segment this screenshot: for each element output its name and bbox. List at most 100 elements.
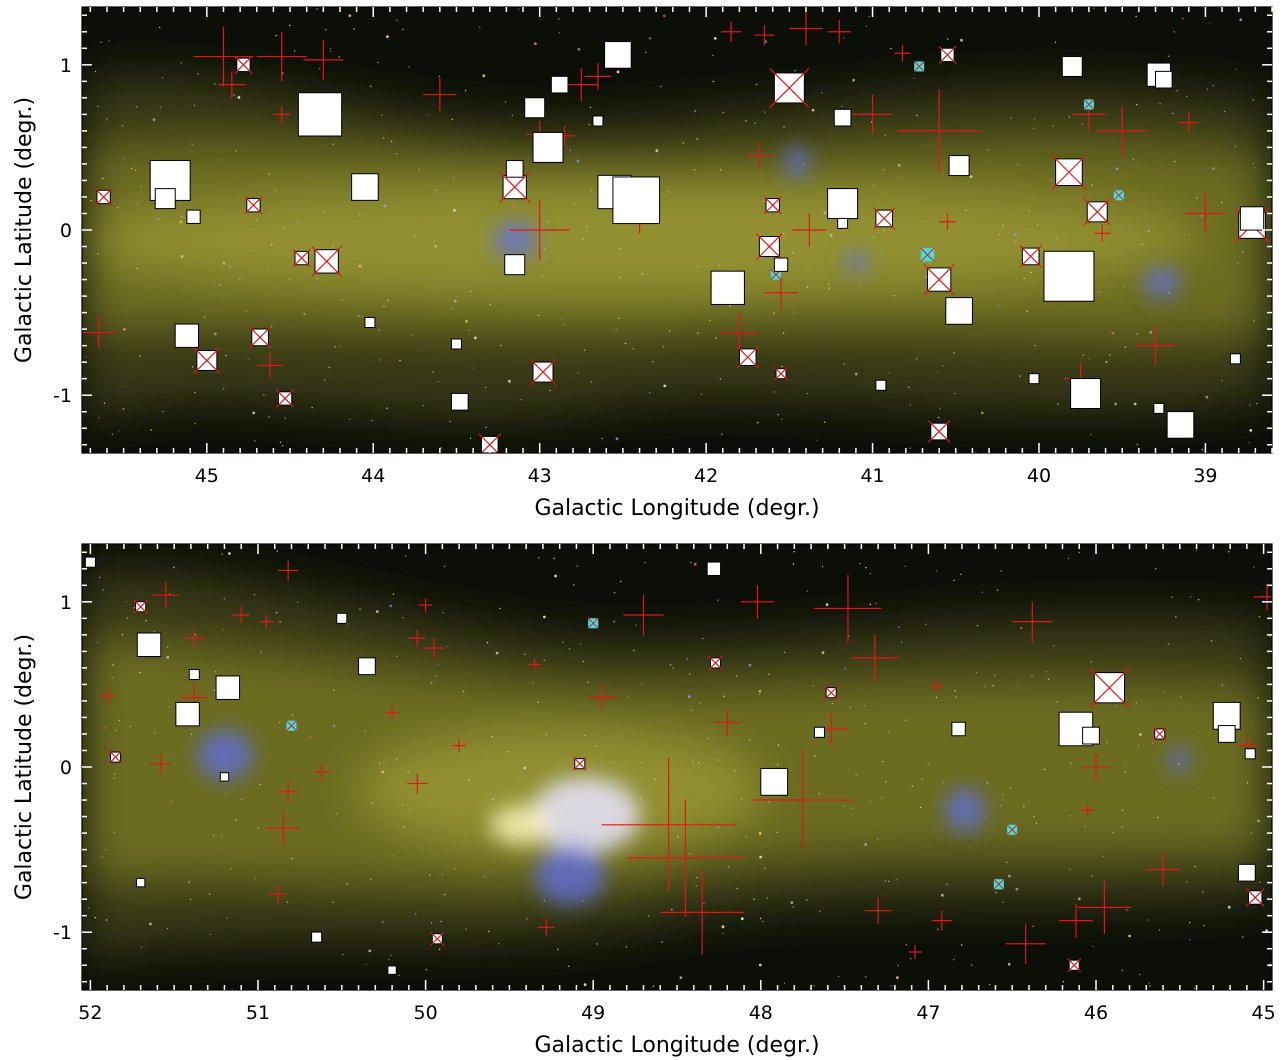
- star: [434, 239, 436, 241]
- star: [884, 880, 887, 882]
- star: [1106, 361, 1108, 363]
- star: [1252, 99, 1255, 101]
- star: [121, 633, 124, 636]
- star: [111, 676, 114, 679]
- star: [449, 420, 451, 423]
- source-cross-marker: [930, 679, 944, 693]
- star: [563, 323, 565, 326]
- star: [852, 78, 855, 82]
- star: [649, 392, 651, 394]
- star: [997, 304, 1000, 307]
- star: [309, 736, 312, 738]
- star: [474, 336, 477, 340]
- star: [736, 887, 738, 890]
- star: [296, 221, 298, 223]
- star: [568, 965, 570, 967]
- source-box-marker: [945, 297, 973, 325]
- star: [777, 744, 780, 746]
- star: [841, 105, 843, 108]
- star: [126, 617, 128, 619]
- star: [136, 202, 139, 204]
- star: [191, 143, 193, 146]
- star: [425, 968, 427, 971]
- star: [332, 143, 334, 145]
- source-cross-marker: [268, 884, 289, 905]
- star: [1235, 68, 1238, 71]
- star: [717, 759, 719, 761]
- source-cross-marker: [814, 574, 882, 642]
- star: [111, 433, 114, 435]
- star: [791, 252, 794, 254]
- star: [90, 199, 93, 202]
- star: [168, 706, 170, 708]
- star: [1040, 293, 1042, 295]
- star: [438, 75, 440, 78]
- star: [209, 933, 211, 936]
- star: [454, 868, 456, 870]
- star: [401, 804, 404, 806]
- star: [221, 553, 223, 555]
- star: [545, 733, 548, 735]
- star: [1032, 925, 1034, 927]
- star: [1201, 449, 1204, 451]
- star: [960, 944, 963, 946]
- star: [396, 655, 398, 657]
- source-cross-marker: [313, 763, 331, 781]
- star: [1124, 771, 1127, 773]
- star: [728, 866, 730, 868]
- star: [543, 659, 545, 662]
- hii-region: [1144, 268, 1180, 298]
- star: [868, 15, 870, 18]
- star: [717, 826, 720, 828]
- star: [511, 114, 513, 117]
- star: [291, 857, 294, 860]
- star: [437, 381, 440, 383]
- source-cross-marker: [1178, 112, 1199, 133]
- star: [754, 122, 756, 125]
- star: [235, 150, 237, 152]
- source-cross-marker: [1253, 583, 1272, 611]
- star: [1224, 110, 1226, 113]
- star: [521, 833, 523, 835]
- star: [329, 50, 332, 52]
- star: [1007, 962, 1011, 966]
- y-tick-label: 1: [60, 55, 72, 77]
- star: [663, 346, 665, 348]
- y-tick-label: 0: [60, 220, 72, 242]
- star: [157, 218, 159, 220]
- star: [430, 682, 433, 684]
- source-boxed-x-marker: [234, 55, 253, 74]
- star: [160, 106, 162, 109]
- ytick-labels-top: 1 0 -1: [53, 55, 72, 407]
- source-box-marker: [1154, 70, 1173, 89]
- star: [992, 685, 994, 687]
- star: [644, 51, 647, 54]
- star: [483, 875, 486, 878]
- star: [615, 328, 617, 330]
- star: [627, 695, 629, 697]
- star: [523, 766, 527, 770]
- hii-region: [945, 788, 985, 832]
- star: [718, 264, 721, 266]
- star: [903, 227, 905, 230]
- star: [96, 641, 98, 643]
- star: [390, 954, 392, 957]
- star: [703, 902, 705, 905]
- star: [998, 233, 1001, 236]
- star: [112, 664, 114, 666]
- source-cross-marker: [184, 628, 205, 649]
- star: [208, 893, 211, 895]
- star: [113, 831, 115, 834]
- hii-region: [845, 252, 869, 272]
- star: [1210, 640, 1213, 642]
- star: [390, 140, 393, 143]
- source-box-marker: [1082, 726, 1100, 745]
- source-box-marker: [604, 41, 632, 69]
- star: [1056, 237, 1059, 239]
- star: [766, 897, 769, 899]
- star: [1028, 801, 1030, 803]
- star: [226, 917, 228, 919]
- star: [648, 36, 652, 40]
- star: [237, 96, 241, 99]
- star: [1139, 734, 1142, 737]
